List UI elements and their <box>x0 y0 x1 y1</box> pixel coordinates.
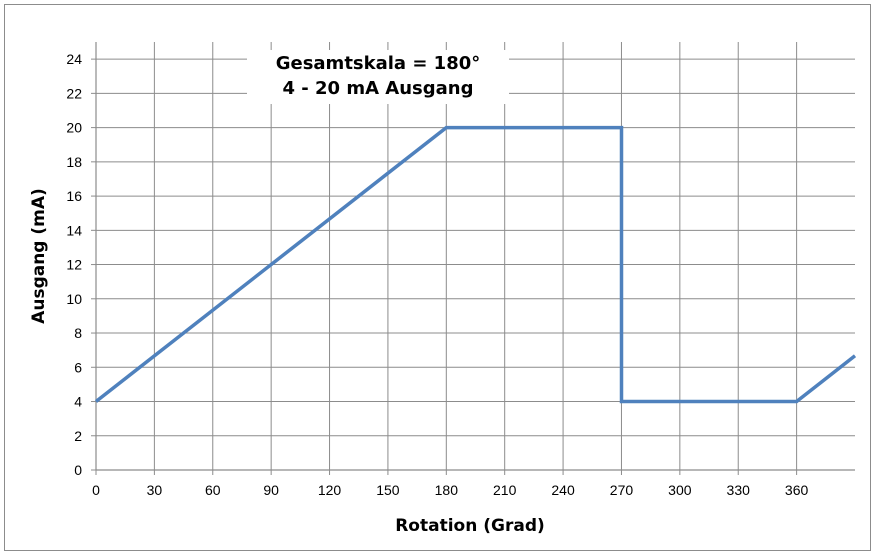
x-tick-label: 360 <box>785 482 809 498</box>
x-tick-label: 330 <box>727 482 751 498</box>
y-tick-label: 12 <box>66 257 82 273</box>
axes <box>91 42 855 475</box>
x-tick-label: 180 <box>435 482 459 498</box>
y-tick-label: 0 <box>74 462 82 478</box>
x-tick-label: 150 <box>376 482 400 498</box>
x-axis-title: Rotation (Grad) <box>395 516 545 536</box>
x-tick-label: 90 <box>263 482 279 498</box>
x-tick-label: 120 <box>318 482 342 498</box>
y-tick-label: 16 <box>66 188 82 204</box>
chart-title-background <box>247 50 509 104</box>
y-tick-label: 4 <box>74 394 82 410</box>
y-tick-label: 8 <box>74 325 82 341</box>
y-tick-label: 24 <box>66 51 82 67</box>
chart-title: Gesamtskala = 180° 4 - 20 mA Ausgang <box>247 50 509 104</box>
y-tick-label: 20 <box>66 120 82 136</box>
y-tick-label: 6 <box>74 359 82 375</box>
x-tick-label: 210 <box>493 482 517 498</box>
y-tick-label: 10 <box>66 291 82 307</box>
series <box>94 125 857 404</box>
x-tick-label: 60 <box>205 482 221 498</box>
chart-title-line-1: Gesamtskala = 180° <box>276 53 481 74</box>
x-tick-label: 270 <box>610 482 634 498</box>
y-tick-label: 18 <box>66 154 82 170</box>
y-tick-label: 22 <box>66 85 82 101</box>
y-tick-label: 2 <box>74 428 82 444</box>
x-tick-labels: 0 30 60 90 120 150 180 210 240 270 300 330 360 <box>92 482 808 498</box>
grid <box>96 42 855 470</box>
series-line <box>94 125 857 404</box>
y-tick-label: 14 <box>66 222 82 238</box>
chart-title-line-2: 4 - 20 mA Ausgang <box>283 78 474 99</box>
x-tick-label: 0 <box>92 482 100 498</box>
x-tick-label: 30 <box>147 482 163 498</box>
x-tick-label: 300 <box>668 482 692 498</box>
y-axis-title: Ausgang (mA) <box>29 188 49 324</box>
x-tick-label: 240 <box>551 482 575 498</box>
